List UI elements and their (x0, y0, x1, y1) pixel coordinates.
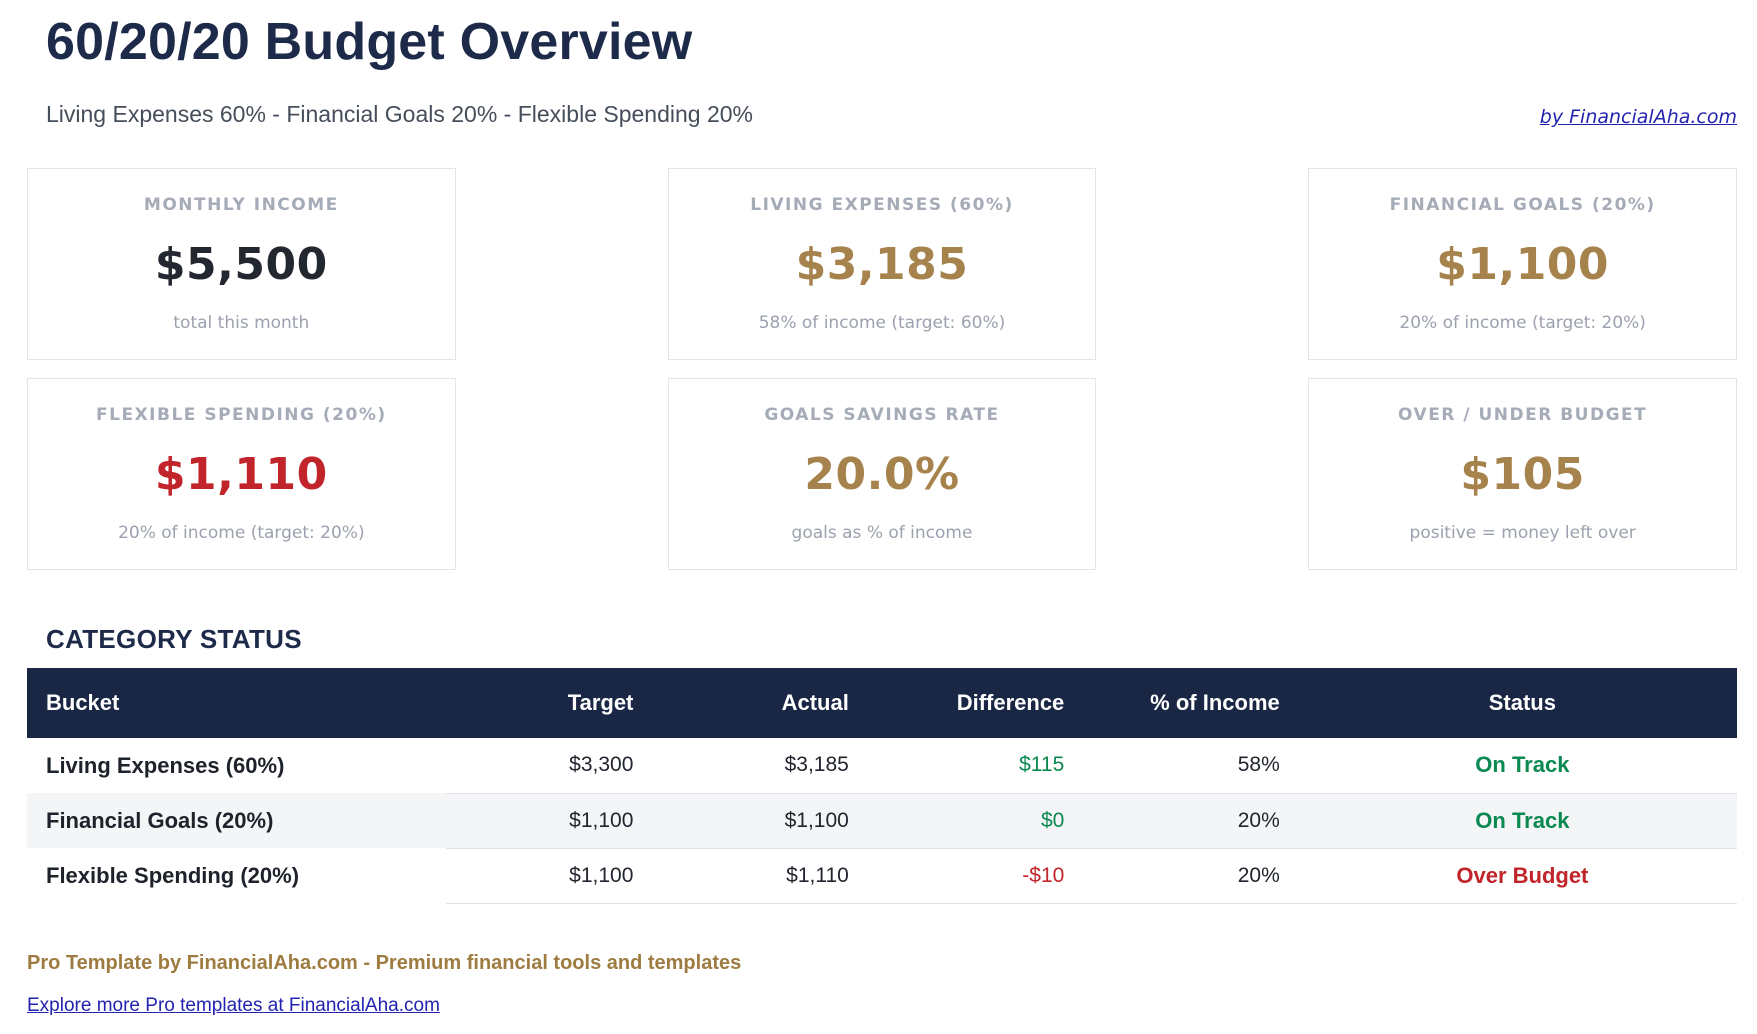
actual-cell: $1,110 (661, 848, 877, 904)
status-badge: On Track (1307, 738, 1737, 794)
card-note: goals as % of income (791, 523, 973, 544)
page-subtitle: Living Expenses 60% - Financial Goals 20… (46, 101, 754, 128)
target-cell: $1,100 (445, 793, 662, 849)
status-badge: Over Budget (1307, 848, 1737, 904)
section-title-category-status: CATEGORY STATUS (46, 624, 302, 655)
target-cell: $1,100 (445, 848, 662, 904)
table-row-flexible-spending: Flexible Spending (20%) $1,100 $1,110 -$… (27, 848, 1737, 904)
pro-template-credit: Pro Template by FinancialAha.com - Premi… (27, 951, 742, 974)
card-value: $3,185 (795, 238, 969, 290)
difference-cell: $115 (876, 738, 1093, 794)
column-header-bucket: Bucket (46, 690, 120, 716)
card-over-under-budget: OVER / UNDER BUDGET $105 positive = mone… (1308, 378, 1737, 571)
page-title: 60/20/20 Budget Overview (46, 13, 693, 71)
actual-cell: $1,100 (661, 793, 877, 849)
card-note: 20% of income (target: 20%) (118, 523, 365, 544)
stat-card-grid: MONTHLY INCOME $5,500 total this month L… (27, 168, 1737, 571)
card-label: GOALS SAVINGS RATE (764, 405, 1000, 426)
card-label: LIVING EXPENSES (60%) (750, 195, 1014, 216)
target-cell: $3,300 (445, 738, 662, 794)
card-note: 58% of income (target: 60%) (758, 313, 1006, 334)
card-monthly-income: MONTHLY INCOME $5,500 total this month (27, 168, 456, 361)
status-badge: On Track (1307, 793, 1737, 849)
bucket-cell: Financial Goals (20%) (46, 807, 274, 833)
byline-link[interactable]: by FinancialAha.com (1539, 106, 1737, 129)
explore-templates-link[interactable]: Explore more Pro templates at FinancialA… (27, 994, 440, 1016)
card-label: OVER / UNDER BUDGET (1398, 405, 1648, 426)
pct-income-cell: 20% (1092, 848, 1308, 904)
card-flexible-spending: FLEXIBLE SPENDING (20%) $1,110 20% of in… (27, 378, 456, 571)
card-living-expenses: LIVING EXPENSES (60%) $3,185 58% of inco… (667, 168, 1097, 361)
column-header-target: Target (567, 690, 634, 716)
actual-cell: $3,185 (661, 738, 877, 794)
table-row-financial-goals: Financial Goals (20%) $1,100 $1,100 $0 2… (27, 793, 1737, 849)
column-header-pct-income: % of Income (1150, 690, 1280, 716)
difference-cell: $0 (876, 793, 1093, 849)
card-value: $1,110 (154, 448, 328, 500)
pct-income-cell: 58% (1092, 738, 1308, 794)
page-footer: Pro Template by FinancialAha.com - Premi… (27, 952, 1737, 1017)
table-header-row: Bucket Target Actual Difference % of Inc… (27, 668, 1737, 739)
column-header-difference: Difference (956, 690, 1065, 716)
card-value: $105 (1460, 448, 1585, 500)
card-note: 20% of income (target: 20%) (1399, 313, 1646, 334)
card-label: FLEXIBLE SPENDING (20%) (96, 405, 387, 426)
column-header-actual: Actual (781, 690, 849, 716)
card-value: 20.0% (804, 448, 960, 500)
card-note: positive = money left over (1409, 523, 1636, 544)
bucket-cell: Living Expenses (60%) (46, 752, 285, 778)
bucket-cell: Flexible Spending (20%) (46, 862, 300, 888)
card-note: total this month (173, 313, 310, 334)
category-status-table: Bucket Target Actual Difference % of Inc… (27, 668, 1737, 904)
card-label: MONTHLY INCOME (143, 195, 339, 216)
card-label: FINANCIAL GOALS (20%) (1389, 195, 1656, 216)
card-goals-savings-rate: GOALS SAVINGS RATE 20.0% goals as % of i… (667, 378, 1097, 571)
card-financial-goals: FINANCIAL GOALS (20%) $1,100 20% of inco… (1308, 168, 1737, 361)
pct-income-cell: 20% (1092, 793, 1308, 849)
card-value: $5,500 (154, 238, 328, 290)
card-value: $1,100 (1436, 238, 1610, 290)
difference-cell: -$10 (876, 848, 1093, 904)
column-header-status: Status (1488, 690, 1556, 716)
table-row-living-expenses: Living Expenses (60%) $3,300 $3,185 $115… (27, 738, 1737, 794)
subtitle-row: Living Expenses 60% - Financial Goals 20… (46, 101, 1737, 128)
